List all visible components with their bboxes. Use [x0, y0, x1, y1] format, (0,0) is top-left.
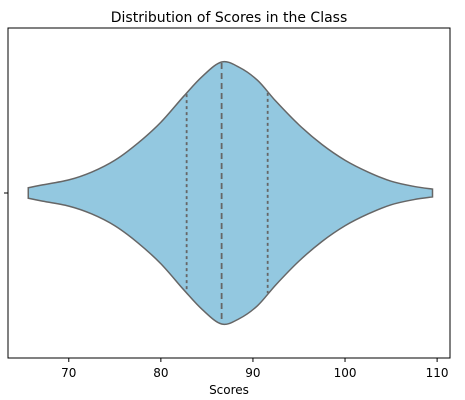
violin-body — [27, 60, 434, 326]
chart-title: Distribution of Scores in the Class — [111, 10, 348, 26]
x-tick-label: 100 — [334, 366, 357, 380]
x-tick-label: 90 — [245, 366, 260, 380]
quartile-lines — [185, 63, 269, 323]
x-axis-ticks: 70 80 90 100 110 — [61, 358, 449, 380]
plot-area — [27, 60, 434, 326]
x-tick-label: 70 — [61, 366, 76, 380]
x-tick-label: 110 — [426, 366, 449, 380]
x-axis-title: Scores — [209, 383, 249, 397]
x-tick-label: 80 — [153, 366, 168, 380]
